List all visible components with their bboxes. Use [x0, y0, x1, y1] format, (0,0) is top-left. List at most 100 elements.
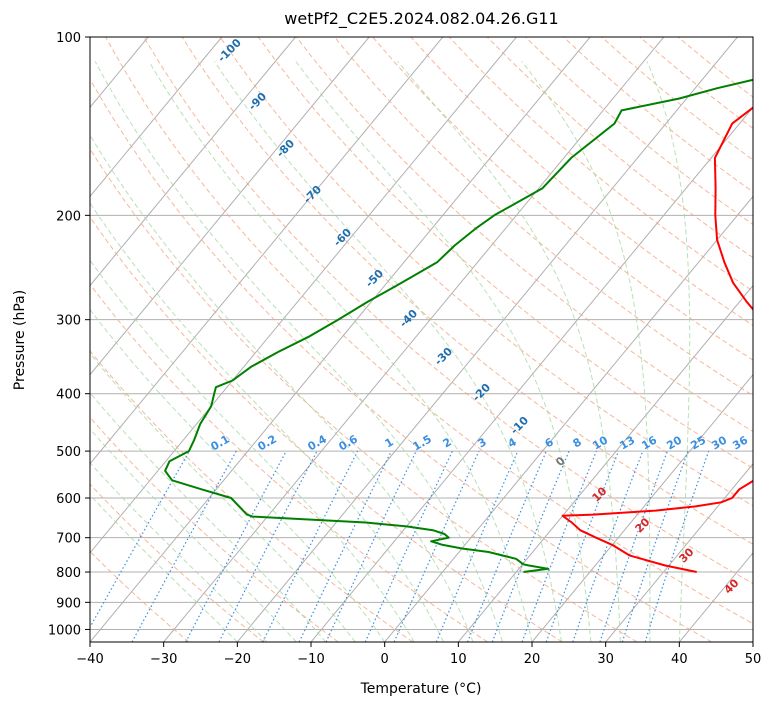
- dry-adiabat-label: -50: [363, 267, 386, 290]
- mixing-ratio-line: [466, 450, 547, 642]
- mixing-ratio-line: [621, 450, 689, 642]
- dry-adiabat-line: [410, 37, 753, 326]
- profile-series: [164, 78, 753, 573]
- isotherm-line: [236, 37, 738, 642]
- dry-adiabat-line: [90, 550, 190, 642]
- moist-adiabat-line: [94, 61, 503, 642]
- dewpoint-profile-line: [164, 78, 753, 573]
- moist-adiabat-line: [646, 61, 691, 642]
- y-axis-label: Pressure (hPa): [12, 290, 28, 390]
- x-axis-label: Temperature (°C): [360, 681, 482, 697]
- y-tick-label: 900: [56, 596, 81, 611]
- x-tick-label: −10: [297, 652, 324, 667]
- y-tick-label: 100: [56, 31, 81, 46]
- isotherm-line: [163, 37, 665, 642]
- moist-adiabat-line: [90, 392, 327, 642]
- y-tick-label: 800: [56, 566, 81, 581]
- mixing-ratio-label: 0.4: [306, 432, 330, 453]
- x-tick-label: −20: [224, 652, 251, 667]
- chart-title: wetPf2_C2E5.2024.082.04.26.G11: [284, 9, 559, 28]
- isotherm-line: [531, 373, 753, 642]
- moist-adiabat-line: [90, 428, 297, 642]
- mixing-ratio-label: 36: [730, 433, 750, 452]
- y-tick-label: 600: [56, 492, 81, 507]
- mixing-ratio-label: 0.2: [256, 432, 279, 453]
- mixing-ratio-line: [644, 450, 710, 642]
- mixing-ratio-label: 0.1: [209, 432, 232, 453]
- dry-adiabat-label: 30: [677, 545, 697, 565]
- dry-adiabat-line: [90, 216, 563, 642]
- moist-adiabat-line: [214, 61, 562, 642]
- dry-adiabat-label: -40: [397, 307, 420, 330]
- mixing-ratio-line: [545, 450, 620, 642]
- dry-adiabat-label: -80: [274, 137, 297, 160]
- mixing-ratio-line: [521, 450, 597, 642]
- mixing-ratio-label: 10: [590, 433, 610, 452]
- y-tick-label: 500: [56, 445, 81, 460]
- dry-adiabat-label: -70: [301, 183, 324, 206]
- dry-adiabat-line: [90, 350, 414, 642]
- mixing-ratio-line: [131, 450, 237, 642]
- dry-adiabat-label: -10: [508, 414, 531, 437]
- x-tick-label: −30: [150, 652, 177, 667]
- mixing-ratio-line: [185, 450, 287, 642]
- moist-adiabat-line: [295, 61, 592, 642]
- isotherm-line: [0, 37, 1, 642]
- moist-adiabat-line: [90, 308, 386, 642]
- mixing-ratio-label: 20: [664, 433, 684, 452]
- y-tick-label: 700: [56, 532, 81, 547]
- dry-adiabat-line: [90, 416, 339, 642]
- x-tick-label: 0: [381, 652, 389, 667]
- mixing-ratio-line: [298, 450, 392, 642]
- mixing-ratio-label: 8: [571, 435, 584, 450]
- mixing-ratio-line: [393, 450, 480, 642]
- x-tick-label: 50: [745, 652, 762, 667]
- y-tick-label: 400: [56, 388, 81, 403]
- dry-adiabat-label: -20: [470, 381, 493, 404]
- y-tick-label: 1000: [48, 623, 81, 638]
- dry-adiabat-line: [105, 37, 753, 625]
- mixing-ratio-label: 1.5: [411, 432, 434, 453]
- x-tick-label: −40: [76, 652, 103, 667]
- dry-adiabat-line: [90, 483, 264, 642]
- moist-adiabat-line: [90, 202, 445, 642]
- mixing-ratio-line: [491, 450, 570, 642]
- mixing-ratio-label: 13: [617, 434, 637, 453]
- moist-adiabat-line: [521, 61, 651, 642]
- y-tick-label: 300: [56, 314, 81, 329]
- mixing-ratio-label: 30: [709, 433, 729, 452]
- y-tick-label: 200: [56, 209, 81, 224]
- isotherm-line: [90, 37, 591, 642]
- moist-adiabat-line: [397, 61, 621, 642]
- isotherm-line: [310, 106, 753, 642]
- moist-adiabat-line: [90, 259, 415, 642]
- mixing-ratio-line: [572, 450, 644, 642]
- mixing-ratio-label: 3: [476, 435, 489, 450]
- mixing-ratio-label: 2: [441, 435, 454, 450]
- mixing-ratio-label: 0.6: [337, 432, 361, 453]
- dry-adiabat-line: [372, 37, 753, 361]
- moist-adiabat-line: [90, 352, 356, 642]
- isotherm-line: [90, 37, 444, 465]
- isotherm-line: [90, 37, 517, 554]
- dry-adiabat-line: [90, 148, 638, 642]
- dry-adiabat-line: [90, 78, 712, 642]
- x-tick-label: 40: [671, 652, 688, 667]
- moist-adiabat-line: [90, 134, 474, 642]
- mixing-ratio-line: [90, 450, 190, 629]
- x-tick-label: 20: [524, 652, 541, 667]
- dry-adiabat-line: [257, 37, 753, 469]
- moist-adiabat-line: [148, 61, 533, 642]
- dry-adiabat-label: -30: [432, 345, 455, 368]
- dry-adiabat-label: 40: [722, 576, 742, 596]
- mixing-ratio-line: [599, 450, 669, 642]
- moist-adiabat-line: [90, 462, 268, 642]
- background-grid: [0, 37, 753, 642]
- mixing-ratio-label: 4: [506, 435, 519, 450]
- dry-adiabat-label: 10: [590, 484, 610, 504]
- dry-adiabat-line: [90, 283, 488, 642]
- dry-adiabat-line: [448, 37, 753, 292]
- dry-adiabat-line: [296, 37, 753, 433]
- isotherm-line: [457, 284, 753, 642]
